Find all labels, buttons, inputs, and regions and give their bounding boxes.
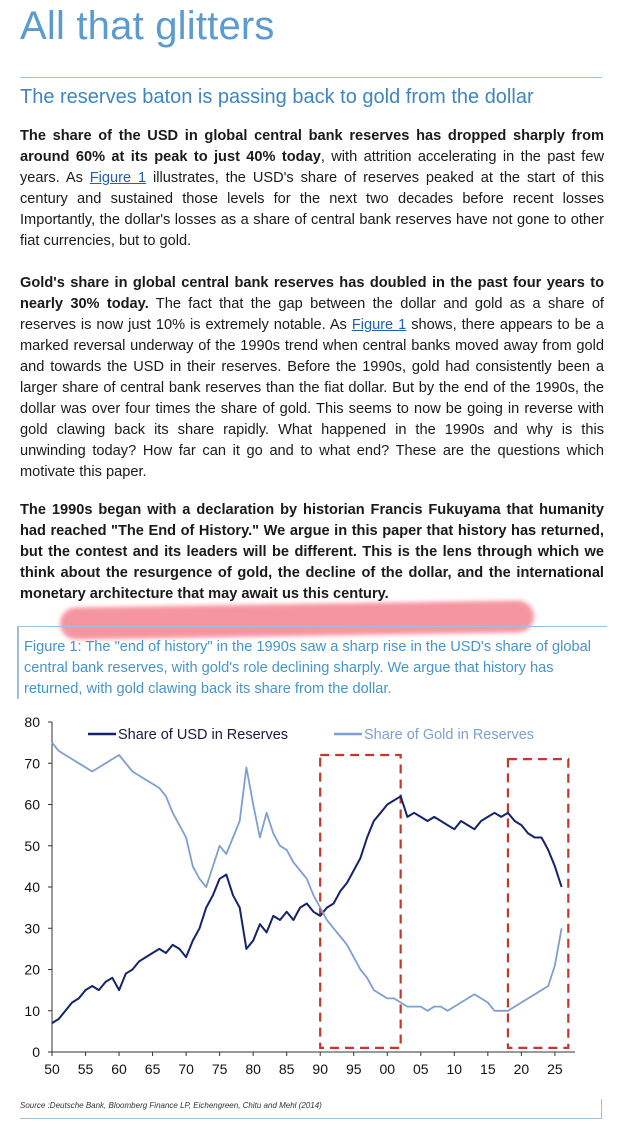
figure-1-link-2[interactable]: Figure 1 bbox=[351, 317, 407, 333]
x-tick-label: 95 bbox=[346, 1061, 362, 1077]
x-tick-label: 75 bbox=[212, 1061, 228, 1077]
section-subtitle: The reserves baton is passing back to go… bbox=[20, 86, 534, 108]
y-tick-label: 60 bbox=[24, 797, 40, 813]
paragraph-2-lead: Gold's share in global central bank rese… bbox=[20, 275, 604, 312]
paragraph-1-lead: The share of the USD in global central b… bbox=[20, 128, 604, 165]
usd-share-line bbox=[51, 795, 563, 1024]
x-tick-label: 55 bbox=[78, 1061, 94, 1077]
paragraph-2: Gold's share in global central bank rese… bbox=[20, 273, 604, 483]
x-tick-label: 05 bbox=[413, 1061, 429, 1077]
x-tick-label: 70 bbox=[178, 1061, 194, 1077]
title-divider bbox=[20, 77, 602, 78]
dashed-highlight-box-2 bbox=[506, 758, 570, 1049]
figure-1-link[interactable]: Figure 1 bbox=[89, 170, 147, 186]
page-title: All that glitters bbox=[20, 4, 275, 48]
x-tick-label: 65 bbox=[145, 1061, 161, 1077]
x-tick-label: 85 bbox=[279, 1061, 295, 1077]
x-tick-label: 90 bbox=[312, 1061, 328, 1077]
y-tick-label: 70 bbox=[24, 755, 40, 771]
dashed-highlight-box-1 bbox=[319, 753, 402, 1049]
figure-caption-frame bbox=[17, 626, 607, 699]
y-tick-label: 80 bbox=[24, 714, 40, 730]
x-tick-label: 10 bbox=[447, 1061, 463, 1077]
y-tick-label: 20 bbox=[24, 962, 40, 978]
x-tick-label: 25 bbox=[547, 1061, 563, 1077]
y-tick-label: 50 bbox=[24, 838, 40, 854]
y-tick-label: 30 bbox=[24, 920, 40, 936]
x-tick-label: 20 bbox=[514, 1061, 530, 1077]
figure-source: Source :Deutsche Bank, Bloomberg Finance… bbox=[20, 1101, 322, 1110]
y-tick-label: 0 bbox=[32, 1044, 40, 1060]
y-tick-label: 10 bbox=[24, 1003, 40, 1019]
y-tick-label: 40 bbox=[24, 879, 40, 895]
x-tick-label: 50 bbox=[44, 1061, 60, 1077]
x-tick-label: 60 bbox=[111, 1061, 127, 1077]
paragraph-2-text-a: The fact that the gap between the dollar… bbox=[20, 296, 604, 333]
paragraph-1: The share of the USD in global central b… bbox=[20, 126, 604, 252]
x-tick-label: 00 bbox=[379, 1061, 395, 1077]
figure-caption: Figure 1: The "end of history" in the 19… bbox=[24, 639, 591, 697]
paragraph-1-text-a: , with attrition accelerating in the pas… bbox=[20, 149, 604, 186]
footer-divider-tick bbox=[601, 1099, 602, 1119]
legend-label-1: Share of USD in Reserves bbox=[118, 727, 288, 743]
x-tick-label: 80 bbox=[245, 1061, 261, 1077]
gold-share-line bbox=[51, 742, 563, 1012]
legend-label-2: Share of Gold in Reserves bbox=[364, 727, 534, 743]
line-chart: 0 10 20 30 40 50 60 70 80 50 55 60 65 70 75 80 85 90 95 00 0… bbox=[24, 714, 575, 1077]
paragraph-2-text-b: shows, there appears to be a marked reve… bbox=[20, 317, 604, 480]
paragraph-1-text-b: illustrates, the USD's share of reserves… bbox=[20, 170, 604, 249]
footer-divider bbox=[20, 1118, 602, 1119]
x-tick-label: 15 bbox=[480, 1061, 496, 1077]
paragraph-3: The 1990s began with a declaration by hi… bbox=[20, 502, 604, 602]
